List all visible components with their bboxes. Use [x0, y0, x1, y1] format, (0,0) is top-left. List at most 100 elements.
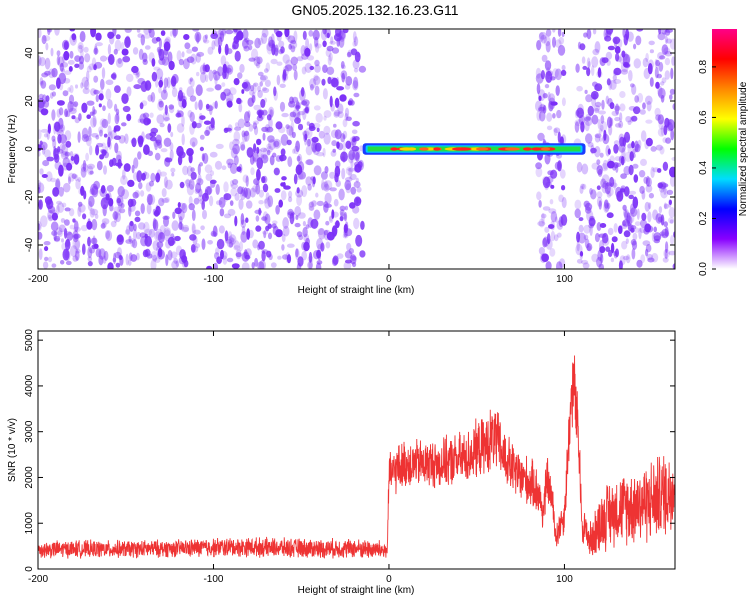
noise-blob [343, 213, 347, 220]
noise-blob [669, 94, 673, 100]
noise-blob [188, 178, 195, 190]
noise-blob [140, 236, 148, 247]
noise-blob [618, 120, 624, 129]
noise-blob [254, 257, 259, 267]
noise-blob [267, 135, 275, 143]
noise-blob [332, 148, 337, 153]
noise-blob [324, 180, 333, 191]
noise-blob [627, 142, 634, 154]
noise-blob [38, 57, 46, 67]
noise-blob [171, 260, 179, 269]
noise-blob [93, 180, 100, 190]
noise-blob [102, 105, 106, 112]
noise-blob [144, 80, 152, 91]
noise-blob [194, 31, 202, 43]
noise-blob [280, 190, 287, 201]
noise-blob [90, 117, 97, 128]
noise-blob [333, 33, 342, 42]
noise-blob [47, 256, 53, 263]
noise-blob [59, 62, 64, 72]
noise-blob [663, 202, 667, 210]
noise-blob [195, 122, 202, 129]
noise-blob [594, 134, 601, 143]
noise-blob [293, 145, 299, 155]
noise-blob [322, 64, 328, 73]
noise-blob [251, 48, 259, 61]
noise-blob [45, 171, 53, 182]
noise-blob [356, 197, 362, 204]
noise-blob [596, 191, 603, 199]
noise-blob [621, 223, 628, 229]
noise-blob [614, 116, 621, 122]
noise-blob [41, 144, 46, 155]
noise-blob [559, 169, 566, 179]
noise-blob [91, 185, 99, 198]
noise-blob [63, 41, 69, 50]
noise-blob [81, 134, 90, 143]
noise-blob [102, 255, 107, 264]
noise-blob [289, 212, 295, 225]
noise-blob [223, 88, 231, 97]
noise-blob [276, 74, 281, 86]
noise-blob [628, 164, 634, 176]
noise-blob [189, 95, 197, 102]
noise-blob [115, 262, 121, 268]
noise-blob [255, 215, 260, 222]
noise-blob [656, 73, 662, 79]
noise-blob [305, 106, 309, 114]
noise-blob [630, 227, 635, 233]
noise-blob [87, 163, 95, 170]
noise-blob [89, 247, 95, 254]
noise-blob [226, 64, 234, 75]
noise-blob [561, 185, 566, 191]
noise-blob [335, 220, 340, 229]
noise-blob [162, 111, 170, 122]
noise-blob [538, 32, 545, 42]
noise-blob [53, 122, 57, 135]
noise-blob [340, 133, 346, 143]
noise-blob [146, 193, 153, 206]
noise-blob [130, 238, 136, 248]
noise-blob [74, 63, 80, 68]
noise-blob [219, 250, 228, 260]
noise-blob [642, 102, 646, 110]
noise-blob [107, 44, 111, 55]
noise-blob [668, 250, 675, 256]
noise-blob [215, 247, 220, 255]
noise-blob [578, 114, 586, 126]
noise-blob [535, 100, 543, 112]
noise-blob [671, 156, 675, 161]
noise-blob [275, 205, 280, 215]
noise-blob [78, 188, 83, 195]
noise-blob [261, 126, 269, 132]
noise-blob [667, 119, 675, 131]
noise-blob [141, 172, 146, 181]
noise-blob [135, 71, 140, 79]
noise-blob [41, 34, 47, 45]
colorbar-tick-label: 0.2 [698, 211, 709, 225]
noise-blob [93, 64, 97, 71]
noise-blob [214, 74, 218, 86]
noise-blob [133, 223, 137, 232]
noise-blob [169, 149, 174, 161]
noise-blob [116, 150, 122, 162]
noise-blob [341, 168, 346, 180]
noise-blob [296, 231, 303, 238]
noise-blob [58, 72, 67, 85]
noise-blob [98, 93, 104, 101]
noise-blob [556, 109, 562, 119]
noise-blob [240, 231, 248, 243]
noise-blob [186, 86, 195, 98]
noise-blob [267, 223, 272, 229]
noise-blob [632, 232, 638, 241]
noise-blob [305, 159, 314, 166]
noise-blob [256, 138, 262, 146]
noise-blob [263, 230, 267, 239]
noise-blob [555, 85, 560, 96]
noise-blob [212, 69, 217, 75]
noise-blob [45, 95, 50, 102]
noise-blob [87, 218, 91, 229]
noise-blob [156, 114, 165, 124]
noise-blob [89, 188, 95, 195]
